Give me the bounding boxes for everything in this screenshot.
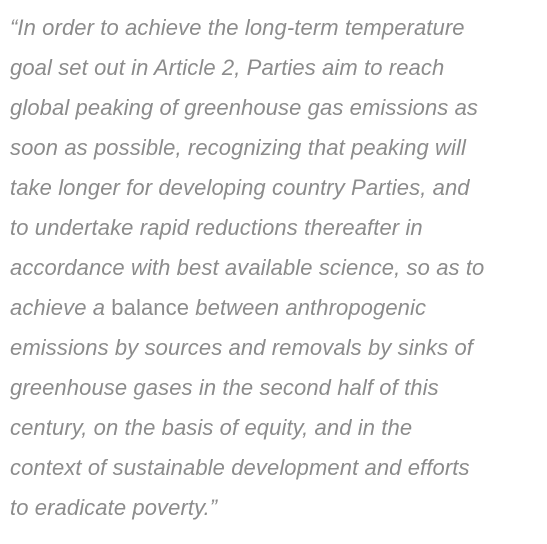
- quote-line-5: take longer for developing country Parti…: [10, 175, 470, 200]
- quote-line-7: accordance with best available science, …: [10, 255, 485, 280]
- quote-line-8: achieve a balance between anthropogenic: [10, 288, 547, 328]
- quote-line-8-start: achieve a: [10, 295, 112, 320]
- quote-line-10: greenhouse gases in the second half of t…: [10, 375, 439, 400]
- quote-line-2: goal set out in Article 2, Parties aim t…: [10, 55, 445, 80]
- quote-word-balance: balance: [111, 295, 190, 320]
- quote-line-13: to eradicate poverty.”: [10, 495, 218, 520]
- quote-line-11: century, on the basis of equity, and in …: [10, 415, 413, 440]
- quote-line-6: to undertake rapid reductions thereafter…: [10, 215, 423, 240]
- quote-line-1: “In order to achieve the long-term tempe…: [10, 15, 465, 40]
- quote-line-12: context of sustainable development and e…: [10, 455, 470, 480]
- quote-line-9: emissions by sources and removals by sin…: [10, 335, 474, 360]
- quote-line-3: global peaking of greenhouse gas emissio…: [10, 95, 479, 120]
- quote-line-4: soon as possible, recognizing that peaki…: [10, 135, 466, 160]
- quote-line-8-end: between anthropogenic: [189, 295, 427, 320]
